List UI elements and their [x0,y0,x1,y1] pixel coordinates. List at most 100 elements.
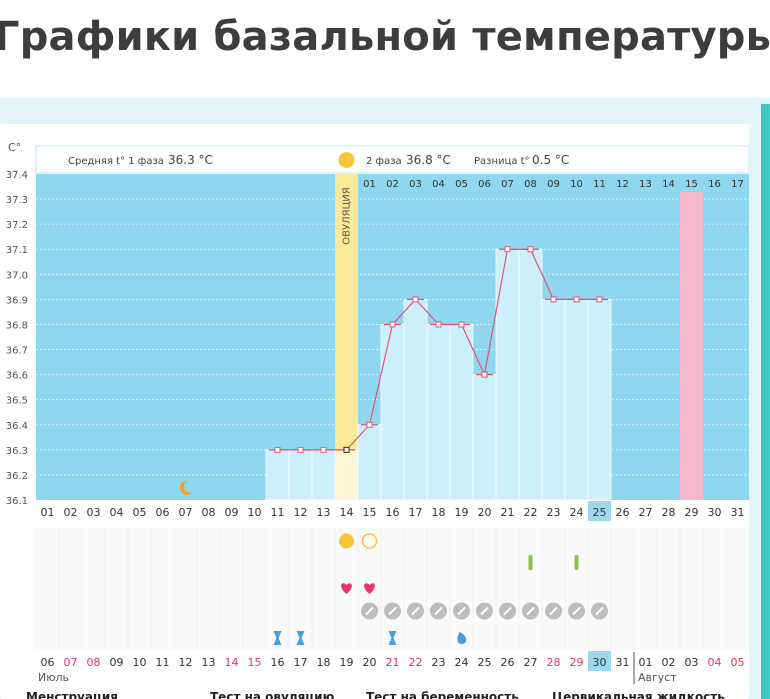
calendar-date-label: 23 [432,656,446,669]
data-point[interactable] [481,371,488,378]
calendar-date-label: 17 [294,656,308,669]
data-point[interactable] [550,296,557,303]
check-icon-stroke [434,606,443,616]
calendar-date-label: 22 [409,656,423,669]
calendar-date-label: 07 [64,656,78,669]
data-point[interactable] [504,246,511,253]
data-point[interactable] [343,446,350,453]
y-tick-label: 36.5 [6,396,28,407]
cycle-day-label: 26 [616,506,630,519]
cycle-day-label: 25 [593,506,607,519]
phase2-day-label: 17 [731,179,744,190]
moon-icon [179,480,193,495]
data-point[interactable] [389,321,396,328]
phase2-row [358,174,749,192]
y-tick-label: 37.2 [6,220,28,231]
temperature-bar [564,298,589,501]
y-tick-label: 36.7 [6,346,28,357]
calendar-date-label: 09 [110,656,124,669]
phase2-day-label: 09 [547,179,560,190]
cycle-day-label: 23 [547,506,561,519]
diff-label: Разница t° [474,156,530,167]
check-icon-stroke [411,606,420,616]
cycle-day-label: 03 [87,506,101,519]
temperature-bar [518,248,543,501]
cycle-day-label: 14 [340,506,354,519]
cycle-day-label: 22 [524,506,538,519]
sun-icon [338,152,355,168]
highlight-column [680,174,703,500]
cycle-day-label: 13 [317,506,331,519]
cycle-day-label: 20 [478,506,492,519]
selected-date-box[interactable] [588,651,611,671]
data-point[interactable] [274,446,281,453]
cycle-day-label: 27 [639,506,653,519]
calendar-date-label: 05 [731,656,745,669]
cycle-day-label: 19 [455,506,469,519]
ovulation-label: ОВУЛЯЦИЯ [342,187,353,245]
data-point[interactable] [527,246,534,253]
calendar-date-label: 28 [547,656,561,669]
check-icon-stroke [549,606,558,616]
calendar-date-label: 02 [662,656,676,669]
phase2-label: 2 фаза [366,156,402,167]
selected-day-box[interactable] [588,501,611,521]
phase2-day-label: 11 [593,179,606,190]
cycle-day-label: 06 [156,506,170,519]
drop-icon [457,632,467,644]
page-title: Графики базальной температуры [0,14,770,60]
data-point[interactable] [366,421,373,428]
phase2-day-label: 16 [708,179,721,190]
phase1-label: Средняя t° 1 фаза [68,156,164,167]
calendar-date-label: 19 [340,656,354,669]
calendar-date-label: 14 [225,656,239,669]
legend-label: Тест на овуляцию [210,690,335,699]
temperature-bar [495,248,520,501]
data-point[interactable] [320,446,327,453]
data-point[interactable] [596,296,603,303]
y-tick-label: 36.4 [6,421,28,432]
cycle-day-label: 07 [179,506,193,519]
data-point[interactable] [458,321,465,328]
calendar-date-label: 24 [455,656,469,669]
cycle-day-label: 01 [41,506,55,519]
heart-icon [341,583,352,594]
calendar-date-label: 16 [271,656,285,669]
temperature-bar [380,324,405,501]
heart-icon [364,583,375,594]
ovulation-column [335,174,358,500]
y-tick-label: 36.3 [6,446,28,457]
diff-value: 0.5 °C [532,153,569,167]
temperature-bar [426,324,451,501]
cycle-day-label: 04 [110,506,124,519]
y-tick-label: 36.1 [6,496,28,507]
data-point[interactable] [435,321,442,328]
calendar-date-label: 13 [202,656,216,669]
check-icon-stroke [365,606,374,616]
y-tick-label: 36.9 [6,295,28,306]
phase2-day-label: 05 [455,179,468,190]
data-point[interactable] [573,296,580,303]
cycle-day-label: 18 [432,506,446,519]
temperature-bar [265,449,290,501]
calendar-date-label: 08 [87,656,101,669]
cycle-day-label: 30 [708,506,722,519]
right-scroll-strip[interactable] [761,104,770,699]
temperature-bar [357,424,382,501]
temperature-bar [311,449,336,501]
phase2-day-label: 08 [524,179,537,190]
cycle-day-label: 09 [225,506,239,519]
hourglass-icon [388,631,397,645]
calendar-date-label: 06 [41,656,55,669]
calendar-date-label: 25 [478,656,492,669]
cycle-day-label: 24 [570,506,584,519]
data-point[interactable] [412,296,419,303]
sun-filled-icon [339,533,354,549]
phase2-day-label: 12 [616,179,629,190]
check-icon-stroke [457,606,466,616]
hourglass-icon [296,631,305,645]
y-tick-label: 37.1 [6,245,28,256]
phase2-day-label: 13 [639,179,652,190]
check-icon-stroke [526,606,535,616]
data-point[interactable] [297,446,304,453]
